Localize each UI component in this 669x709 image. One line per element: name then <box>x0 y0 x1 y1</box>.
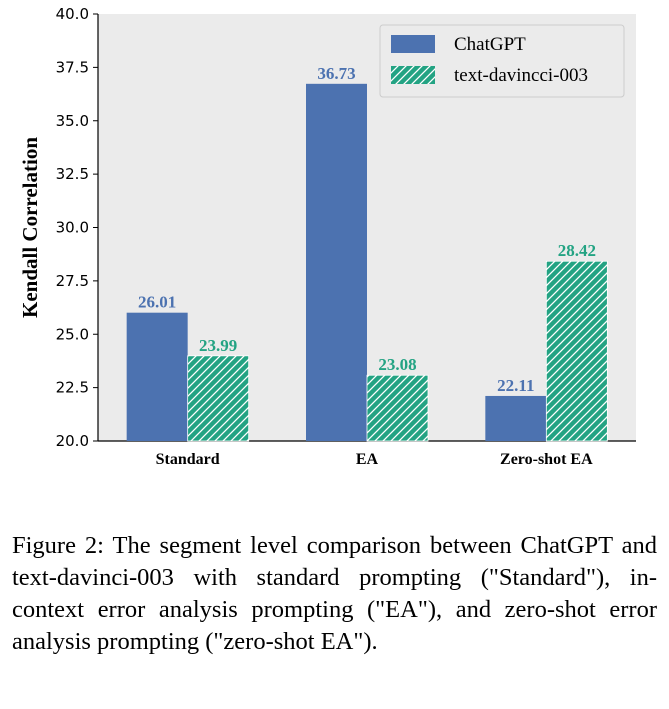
x-tick-label: EA <box>356 451 379 468</box>
bar-chart: 20.0 22.5 25.0 27.5 30.0 32.5 35.0 37.5 40.0 Kend… <box>18 5 636 468</box>
y-tick-label: 32.5 <box>56 165 89 183</box>
bar-value-label: 23.08 <box>378 355 416 374</box>
y-tick-label: 22.5 <box>56 379 89 397</box>
bar-value-label: 26.01 <box>138 293 176 312</box>
bar-text-davincci-003-zero-shot-ea <box>545 260 608 442</box>
bar-value-label: 36.73 <box>317 64 355 83</box>
y-tick-label: 30.0 <box>56 219 89 237</box>
legend-label: ChatGPT <box>454 34 526 55</box>
bar-chatgpt-zero-shot-ea <box>485 395 547 441</box>
legend-box <box>379 24 625 98</box>
legend-label: text-davincci-003 <box>454 65 588 86</box>
x-tick-label: Standard <box>156 451 220 468</box>
bar-text-davincci-003-ea <box>366 374 429 442</box>
bar-value-label: 28.42 <box>558 241 596 260</box>
y-tick-label: 25.0 <box>56 325 89 343</box>
figure-chart: 20.0 22.5 25.0 27.5 30.0 32.5 35.0 37.5 40.0 Kend… <box>18 5 636 468</box>
bar-value-label: 23.99 <box>199 336 237 355</box>
bar-chatgpt-ea <box>306 83 367 441</box>
bar-text-davincci-003-standard <box>187 355 250 442</box>
bar-value-label: 22.11 <box>497 376 534 395</box>
legend-swatch <box>391 66 435 84</box>
y-axis-label: Kendall Correlation <box>18 137 42 318</box>
x-tick-label: Zero-shot EA <box>500 451 593 468</box>
bar-chatgpt-standard <box>126 312 188 441</box>
y-tick-label: 20.0 <box>56 432 89 450</box>
y-tick-label: 40.0 <box>56 5 89 23</box>
y-tick-label: 35.0 <box>56 112 89 130</box>
y-tick-label: 37.5 <box>56 58 89 76</box>
y-tick-label: 27.5 <box>56 272 89 290</box>
legend-swatch <box>391 35 435 53</box>
figure-caption: Figure 2: The segment level comparison b… <box>12 532 657 655</box>
